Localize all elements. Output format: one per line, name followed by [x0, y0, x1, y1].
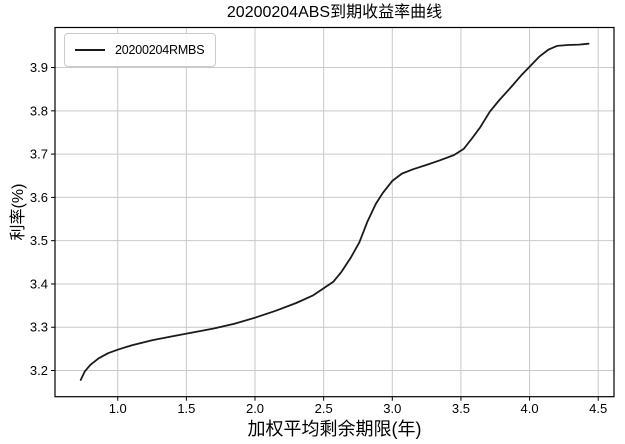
- y-tick-label: 3.8: [30, 103, 48, 118]
- x-tick-label: 1.5: [177, 401, 195, 416]
- x-tick-label: 2.5: [315, 401, 333, 416]
- legend: 20200204RMBS: [64, 33, 217, 67]
- chart-title: 20200204ABS到期收益率曲线: [226, 4, 443, 21]
- x-tick-label: 1.0: [109, 401, 127, 416]
- y-tick-label: 3.2: [30, 363, 48, 378]
- legend-entry-label: 20200204RMBS: [115, 43, 205, 57]
- y-tick-label: 3.4: [30, 276, 48, 291]
- x-tick-label: 3.0: [383, 401, 401, 416]
- x-tick-label: 4.0: [521, 401, 539, 416]
- x-axis-label: 加权平均剩余期限(年): [247, 419, 422, 439]
- y-tick-label: 3.5: [30, 233, 48, 248]
- x-tick-label: 3.5: [452, 401, 470, 416]
- y-tick-label: 3.7: [30, 147, 48, 162]
- legend-line-sample: [75, 49, 105, 51]
- x-tick-label: 2.0: [246, 401, 264, 416]
- y-axis-label: 利率(%): [10, 183, 27, 241]
- x-tick-label: 4.5: [589, 401, 607, 416]
- y-tick-label: 3.3: [30, 320, 48, 335]
- y-tick-label: 3.6: [30, 190, 48, 205]
- y-tick-label: 3.9: [30, 60, 48, 75]
